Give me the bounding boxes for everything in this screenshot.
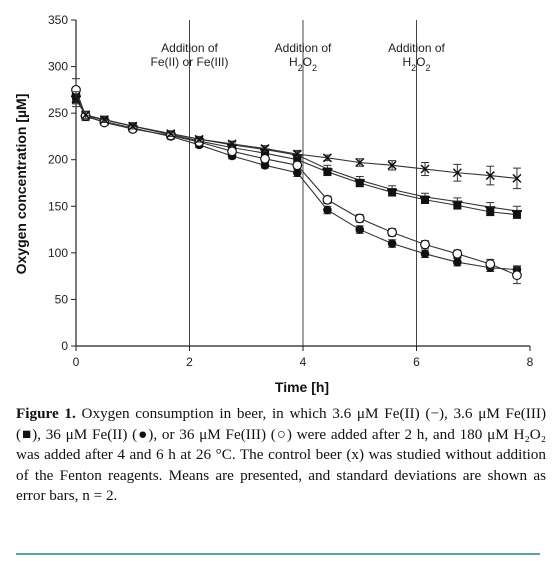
series-open-circle-point-15 <box>512 270 522 281</box>
x-tick-label-8: 8 <box>527 355 534 369</box>
annotation-label-0-1: Fe(II) or Fe(III) <box>151 55 229 69</box>
annotation-label-0-0: Addition of <box>161 41 218 55</box>
series-filled-circle-point-10 <box>355 225 365 234</box>
series-x-point-8 <box>292 149 302 159</box>
series-open-circle-line <box>75 89 518 276</box>
series-open-circle-point-10 <box>354 213 365 224</box>
series-square-point-14 <box>486 207 495 216</box>
series-square-point-7 <box>260 149 269 158</box>
series-x-point-3 <box>128 121 138 131</box>
series-x-point-4 <box>166 129 176 139</box>
series-filled-circle-point-13 <box>453 257 462 267</box>
series-open-circle-point-6 <box>227 146 237 157</box>
annotation-label-1-1: H2O2 <box>289 55 317 73</box>
series-filled-circle-point-12 <box>420 249 430 259</box>
series-x-point-12 <box>420 164 430 174</box>
series-x-point-2 <box>99 115 109 125</box>
series-open-circle-point-7 <box>260 153 270 164</box>
annotation-label-1-0: Addition of <box>275 41 332 55</box>
series-x-point-1 <box>81 110 91 120</box>
series-square-point-15 <box>512 210 521 219</box>
series-square-point-9 <box>323 167 332 176</box>
series-filled-circle-point-8 <box>293 168 302 178</box>
series-open-circle-point-12 <box>420 239 430 250</box>
annotation-label-2-0: Addition of <box>388 41 445 55</box>
series-x-point-5 <box>194 134 204 144</box>
series-square-point-13 <box>453 201 462 210</box>
y-tick-label-250: 250 <box>48 106 68 120</box>
series-open-circle-point-11 <box>387 227 397 238</box>
y-tick-label-0: 0 <box>61 339 68 353</box>
series-filled-circle-point-9 <box>323 205 332 215</box>
series-square-point-8 <box>293 155 302 164</box>
series-filled-circle-line <box>75 94 517 271</box>
series-open-circle-point-14 <box>485 259 496 269</box>
y-tick-label-200: 200 <box>48 153 68 167</box>
series-x-point-9 <box>322 153 332 163</box>
series-square-point-10 <box>355 179 364 187</box>
x-tick-label-6: 6 <box>413 355 420 369</box>
figure-caption: Figure 1. Oxygen consumption in beer, in… <box>16 404 546 507</box>
series-open-circle-point-13 <box>452 248 463 259</box>
series-x-point-15 <box>512 173 522 183</box>
annotation-label-2-1: H2O2 <box>402 55 430 73</box>
bottom-rule <box>16 553 540 555</box>
series-x-point-6 <box>227 139 237 149</box>
series-open-circle-point-8 <box>292 160 303 171</box>
series-square-point-12 <box>421 195 430 204</box>
series-x-point-13 <box>452 168 462 178</box>
y-tick-label-50: 50 <box>55 292 69 306</box>
oxygen-consumption-chart: Addition of Fe(II) or Fe(III) Addition of H… <box>13 13 534 395</box>
series-filled-circle-point-11 <box>387 239 397 248</box>
x-tick-label-0: 0 <box>73 355 80 369</box>
series-x-point-0 <box>71 94 81 104</box>
y-tick-label-150: 150 <box>48 199 68 213</box>
series-x-point-14 <box>485 171 495 181</box>
series-square-point-11 <box>388 188 397 197</box>
series-x-point-10 <box>355 157 365 168</box>
x-tick-label-4: 4 <box>300 355 307 369</box>
series-x-line <box>75 98 518 179</box>
x-tick-label-2: 2 <box>186 355 193 369</box>
series-x-point-11 <box>387 160 397 170</box>
series-x-point-7 <box>260 144 270 154</box>
y-tick-label-100: 100 <box>48 246 68 260</box>
y-axis-label: Oxygen concentration [µM] <box>13 94 29 275</box>
caption-lead: Figure 1. <box>16 405 76 422</box>
series-open-circle-point-9 <box>322 194 333 205</box>
y-tick-label-350: 350 <box>48 13 68 27</box>
caption-body: Oxygen consumption in beer, in which 3.6… <box>16 405 546 505</box>
x-axis-label: Time [h] <box>275 379 329 395</box>
y-tick-label-300: 300 <box>48 60 68 74</box>
